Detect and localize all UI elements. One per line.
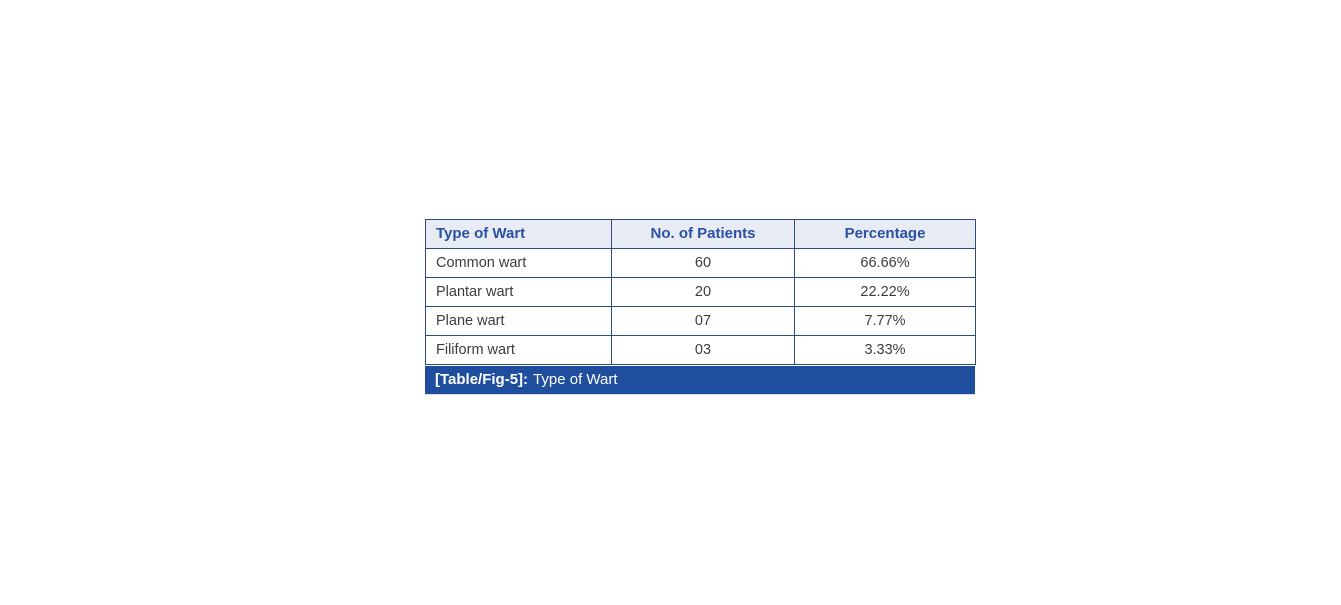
- table-figure: Type of Wart No. of Patients Percentage …: [425, 219, 976, 395]
- cell-percentage: 66.66%: [794, 248, 976, 278]
- column-header-no-of-patients: No. of Patients: [611, 219, 795, 249]
- table-row: Plane wart 07 7.77%: [425, 306, 976, 336]
- cell-percentage: 3.33%: [794, 335, 976, 365]
- cell-patients: 60: [611, 248, 795, 278]
- cell-percentage: 7.77%: [794, 306, 976, 336]
- cell-patients: 07: [611, 306, 795, 336]
- cell-patients: 03: [611, 335, 795, 365]
- cell-wart-type: Filiform wart: [425, 335, 612, 365]
- wart-type-table: Type of Wart No. of Patients Percentage …: [425, 219, 976, 365]
- table-row: Plantar wart 20 22.22%: [425, 277, 976, 307]
- cell-wart-type: Plantar wart: [425, 277, 612, 307]
- figure-caption-bar: [Table/Fig-5]: Type of Wart: [425, 366, 975, 395]
- column-header-percentage: Percentage: [794, 219, 976, 249]
- figure-caption-title: Type of Wart: [533, 371, 618, 388]
- cell-wart-type: Plane wart: [425, 306, 612, 336]
- cell-wart-type: Common wart: [425, 248, 612, 278]
- table-header-row: Type of Wart No. of Patients Percentage: [425, 219, 976, 249]
- figure-caption-tag: [Table/Fig-5]:: [435, 371, 529, 388]
- cell-patients: 20: [611, 277, 795, 307]
- column-header-type-of-wart: Type of Wart: [425, 219, 612, 249]
- table-row: Common wart 60 66.66%: [425, 248, 976, 278]
- table-row: Filiform wart 03 3.33%: [425, 335, 976, 365]
- cell-percentage: 22.22%: [794, 277, 976, 307]
